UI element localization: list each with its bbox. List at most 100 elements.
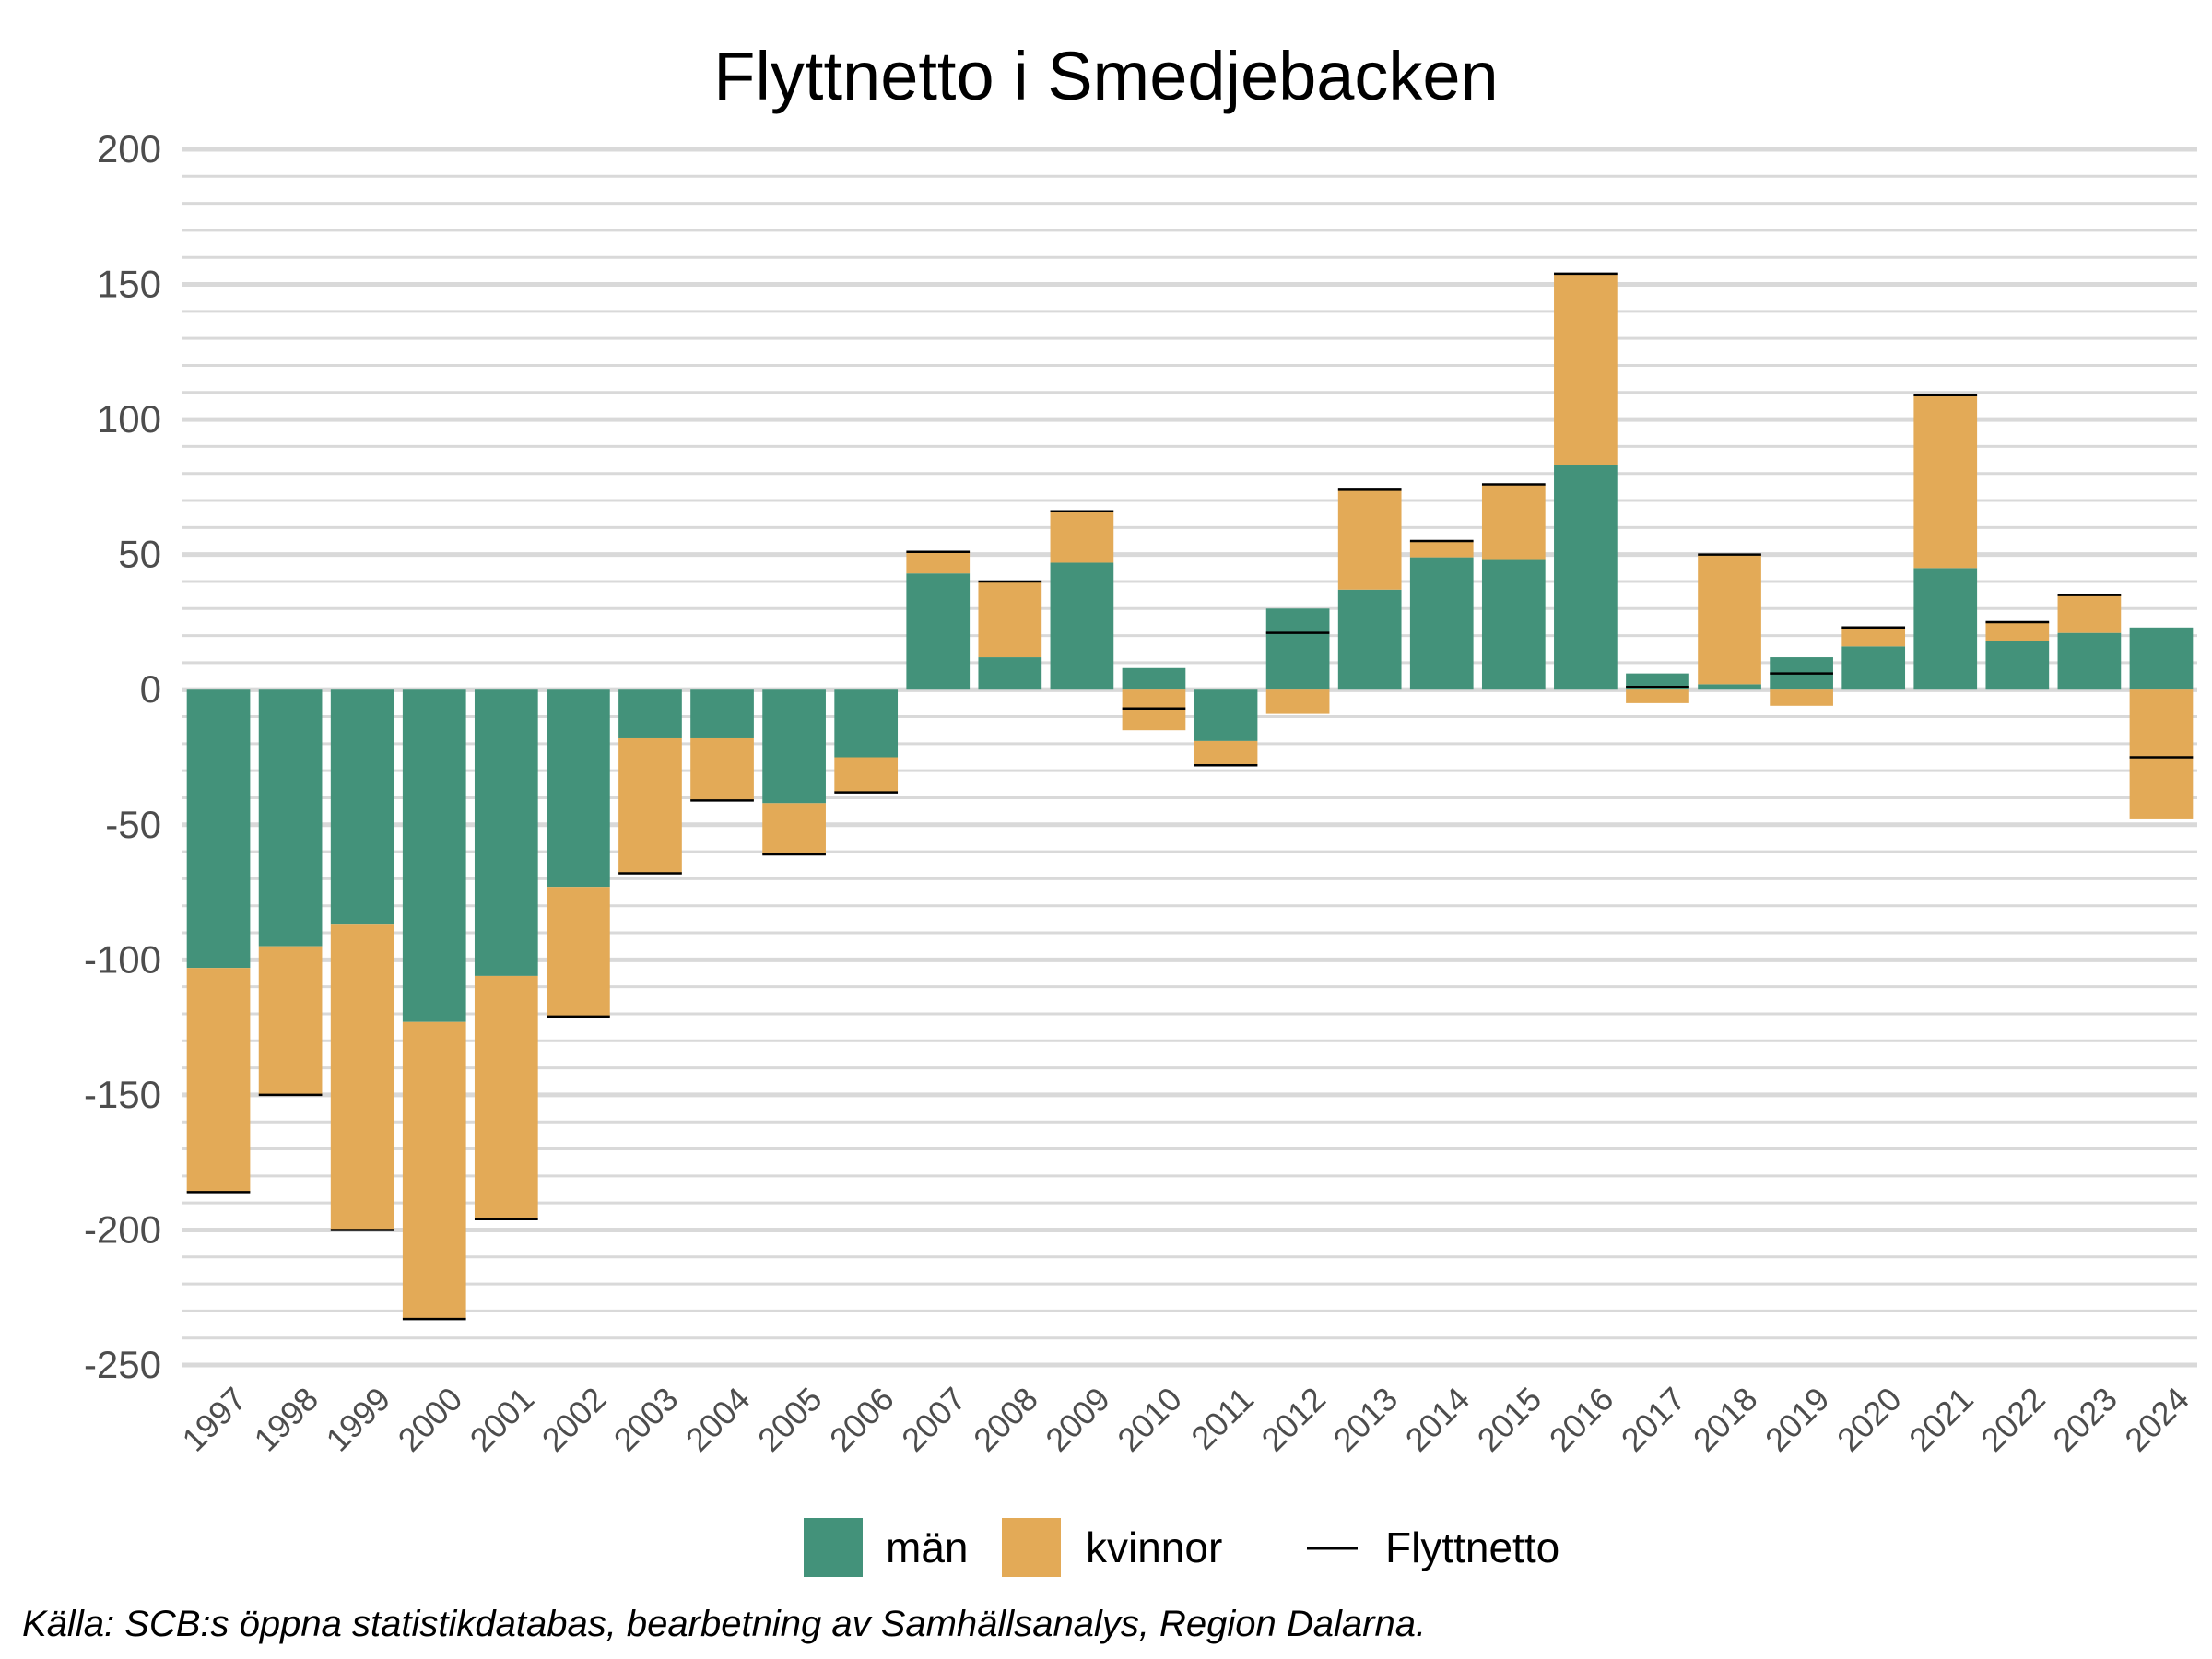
x-tick-label: 2024: [2117, 1380, 2196, 1459]
y-tick-label: 200: [97, 127, 161, 171]
x-tick-label: 1998: [247, 1380, 326, 1459]
bar-kvinnor: [1337, 489, 1402, 590]
bar-kvinnor: [1409, 541, 1474, 558]
bar-kvinnor: [834, 757, 899, 793]
bar-man: [2129, 627, 2194, 690]
flyttnetto-markers: [186, 272, 2194, 1321]
legend: män kvinnor Flyttnetto: [804, 1518, 1559, 1577]
x-tick-label: 2009: [1038, 1380, 1117, 1459]
bar-man: [834, 689, 899, 758]
bar-man: [1698, 684, 1761, 690]
bar-kvinnor: [1050, 511, 1114, 563]
bar-kvinnor: [1265, 689, 1330, 714]
bar-man: [1841, 646, 1906, 690]
x-tick-label: 2004: [678, 1380, 758, 1459]
bar-kvinnor: [618, 737, 682, 874]
y-axis-tick-labels: 200 150 100 50 0 -50 -100 -150 -200 -250: [84, 127, 161, 1386]
x-tick-label: 2003: [606, 1380, 686, 1459]
x-tick-label: 2021: [1901, 1380, 1981, 1459]
y-tick-label: -200: [84, 1207, 161, 1251]
bar-kvinnor: [978, 581, 1042, 658]
source-caption: Källa: SCB:s öppna statistikdatabas, bea…: [22, 1604, 1426, 1644]
x-tick-label: 2017: [1614, 1380, 1693, 1459]
bar-man: [186, 689, 251, 969]
bar-man: [1913, 568, 1978, 690]
x-tick-label: 2011: [1183, 1380, 1261, 1457]
x-tick-label: 2006: [822, 1380, 901, 1459]
bar-kvinnor: [402, 1021, 466, 1320]
bar-man: [690, 689, 754, 738]
bar-kvinnor: [1626, 689, 1689, 703]
x-tick-label: 2002: [535, 1380, 614, 1459]
x-tick-label: 2020: [1830, 1380, 1909, 1459]
x-axis-tick-labels: 1997199819992000200120022003200420052006…: [174, 1380, 2196, 1459]
bar-man: [978, 657, 1042, 690]
bar-kvinnor: [690, 737, 754, 801]
y-tick-label: -250: [84, 1343, 161, 1386]
bar-kvinnor: [1841, 627, 1906, 647]
x-tick-label: 2000: [391, 1380, 470, 1459]
bar-kvinnor: [330, 924, 394, 1230]
x-tick-label: 2008: [966, 1380, 1045, 1459]
bar-man: [1626, 673, 1689, 690]
bar-kvinnor: [1985, 621, 2050, 641]
bar-man: [1194, 689, 1258, 741]
y-tick-label: -50: [105, 803, 161, 846]
bar-man: [547, 689, 610, 888]
y-tick-label: 0: [140, 667, 161, 711]
y-tick-label: 50: [118, 533, 161, 576]
legend-label-kvinnor: kvinnor: [1086, 1524, 1222, 1571]
legend-swatch-kvinnor: [1002, 1518, 1061, 1577]
bar-man: [258, 689, 323, 947]
bar-kvinnor: [1554, 273, 1618, 465]
legend-label-flyttnetto: Flyttnetto: [1385, 1524, 1559, 1571]
legend-label-man: män: [886, 1524, 968, 1571]
bar-man: [1985, 641, 2050, 690]
bar-kvinnor: [2057, 594, 2122, 633]
bar-man: [1050, 562, 1114, 690]
legend-swatch-man: [804, 1518, 863, 1577]
bar-man: [1554, 465, 1618, 690]
bar-man: [1122, 667, 1186, 690]
bar-kvinnor: [1122, 689, 1186, 731]
y-tick-label: -100: [84, 937, 161, 981]
bar-kvinnor: [1194, 740, 1258, 766]
x-tick-label: 2001: [463, 1380, 542, 1459]
bar-kvinnor: [1698, 554, 1761, 685]
bar-kvinnor: [906, 551, 971, 574]
x-tick-label: 2005: [750, 1380, 830, 1459]
x-tick-label: 2019: [1758, 1380, 1837, 1459]
x-tick-label: 2023: [2045, 1380, 2124, 1459]
bars: [186, 273, 2194, 1320]
chart-title: Flyttnetto i Smedjebacken: [713, 38, 1498, 114]
bar-kvinnor: [186, 968, 251, 1193]
bar-kvinnor: [1481, 484, 1546, 560]
x-tick-label: 1997: [174, 1380, 253, 1459]
bar-kvinnor: [2129, 689, 2194, 819]
bar-man: [906, 573, 971, 690]
bar-man: [1337, 589, 1402, 690]
x-tick-label: 2016: [1542, 1380, 1621, 1459]
y-tick-label: -150: [84, 1073, 161, 1116]
bar-man: [1481, 559, 1546, 690]
bar-man: [402, 689, 466, 1022]
bar-kvinnor: [474, 975, 538, 1219]
y-tick-label: 150: [97, 263, 161, 306]
bar-man: [1409, 557, 1474, 690]
x-tick-label: 2013: [1326, 1380, 1406, 1459]
bar-kvinnor: [1913, 394, 1978, 569]
x-tick-label: 2015: [1470, 1380, 1549, 1459]
bar-man: [762, 689, 826, 804]
bar-man: [618, 689, 682, 738]
x-tick-label: 2007: [894, 1380, 973, 1459]
bar-kvinnor: [258, 946, 323, 1095]
bar-kvinnor: [1770, 689, 1833, 706]
bar-man: [474, 689, 538, 976]
x-tick-label: 2012: [1254, 1380, 1334, 1459]
x-tick-label: 2010: [1110, 1380, 1189, 1459]
bar-kvinnor: [547, 887, 610, 1017]
bar-man: [2057, 632, 2122, 690]
bar-man: [330, 689, 394, 925]
x-tick-label: 2018: [1686, 1380, 1765, 1459]
